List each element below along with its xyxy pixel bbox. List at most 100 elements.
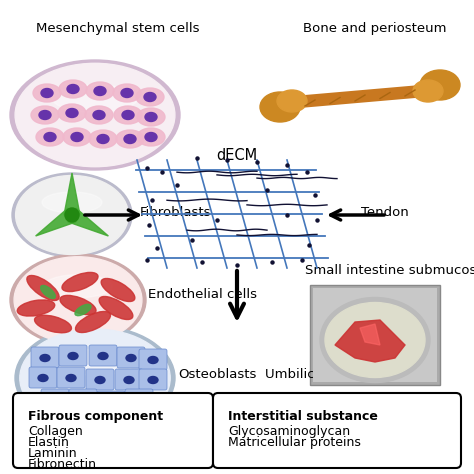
Ellipse shape: [136, 88, 164, 106]
Text: Mesenchymal stem cells: Mesenchymal stem cells: [36, 22, 200, 35]
FancyBboxPatch shape: [213, 393, 461, 468]
FancyBboxPatch shape: [29, 367, 57, 388]
Text: Matricellular proteins: Matricellular proteins: [228, 436, 361, 449]
Text: Elastin: Elastin: [28, 436, 70, 449]
Ellipse shape: [89, 130, 117, 148]
Text: Glycosaminoglycan: Glycosaminoglycan: [228, 425, 350, 438]
Ellipse shape: [41, 89, 53, 98]
Ellipse shape: [67, 84, 79, 93]
Ellipse shape: [27, 275, 59, 301]
FancyBboxPatch shape: [41, 389, 69, 410]
Ellipse shape: [114, 106, 142, 124]
Ellipse shape: [137, 128, 165, 146]
Text: Fibronectin: Fibronectin: [28, 458, 97, 471]
Ellipse shape: [145, 112, 157, 121]
Ellipse shape: [126, 355, 136, 362]
Text: Fibroblasts: Fibroblasts: [140, 206, 211, 219]
Ellipse shape: [124, 135, 136, 144]
Ellipse shape: [260, 92, 300, 122]
FancyBboxPatch shape: [139, 349, 167, 370]
Ellipse shape: [145, 133, 157, 142]
Ellipse shape: [134, 396, 144, 403]
Ellipse shape: [93, 110, 105, 119]
Polygon shape: [64, 173, 80, 215]
Ellipse shape: [277, 90, 307, 112]
Ellipse shape: [15, 326, 175, 430]
Ellipse shape: [101, 279, 135, 301]
FancyBboxPatch shape: [125, 389, 153, 410]
Text: Small intestine submucosa: Small intestine submucosa: [305, 264, 474, 276]
FancyBboxPatch shape: [59, 345, 87, 366]
Text: Endothelial cells: Endothelial cells: [148, 289, 257, 301]
Ellipse shape: [39, 110, 51, 119]
Ellipse shape: [121, 89, 133, 98]
Ellipse shape: [40, 355, 50, 362]
Ellipse shape: [63, 128, 91, 146]
FancyBboxPatch shape: [57, 367, 85, 388]
Bar: [310, 285, 440, 385]
Text: Tendon: Tendon: [361, 206, 409, 219]
Text: dECM: dECM: [217, 147, 257, 163]
Ellipse shape: [10, 254, 146, 346]
Ellipse shape: [148, 356, 158, 364]
Ellipse shape: [95, 376, 105, 383]
Ellipse shape: [71, 133, 83, 142]
Ellipse shape: [42, 192, 102, 213]
Ellipse shape: [58, 104, 86, 122]
FancyBboxPatch shape: [86, 369, 114, 390]
Ellipse shape: [113, 84, 141, 102]
Polygon shape: [360, 324, 380, 345]
Ellipse shape: [15, 64, 175, 167]
Text: Bone and periosteum: Bone and periosteum: [303, 22, 447, 35]
Ellipse shape: [31, 106, 59, 124]
Ellipse shape: [86, 82, 114, 100]
Text: Interstitial substance: Interstitial substance: [228, 410, 378, 423]
FancyBboxPatch shape: [117, 347, 145, 368]
Ellipse shape: [38, 374, 48, 382]
Ellipse shape: [75, 304, 91, 316]
FancyBboxPatch shape: [13, 393, 213, 468]
FancyBboxPatch shape: [115, 369, 143, 390]
Ellipse shape: [41, 285, 55, 299]
Ellipse shape: [53, 85, 137, 112]
Polygon shape: [68, 208, 109, 236]
Ellipse shape: [144, 92, 156, 101]
Ellipse shape: [50, 396, 60, 403]
Ellipse shape: [66, 109, 78, 118]
Ellipse shape: [122, 110, 134, 119]
Ellipse shape: [124, 376, 134, 383]
Ellipse shape: [148, 376, 158, 383]
FancyBboxPatch shape: [139, 369, 167, 390]
Bar: [313, 288, 437, 382]
Ellipse shape: [420, 70, 460, 100]
FancyBboxPatch shape: [69, 389, 97, 410]
FancyBboxPatch shape: [31, 347, 59, 368]
Ellipse shape: [36, 128, 64, 146]
Polygon shape: [335, 320, 405, 362]
Ellipse shape: [44, 133, 56, 142]
Ellipse shape: [78, 396, 88, 403]
Ellipse shape: [16, 175, 128, 255]
Ellipse shape: [65, 208, 79, 222]
Text: Fibrous component: Fibrous component: [28, 410, 163, 423]
Ellipse shape: [99, 297, 133, 319]
Ellipse shape: [14, 257, 142, 343]
Ellipse shape: [413, 80, 443, 102]
FancyBboxPatch shape: [97, 391, 125, 412]
Ellipse shape: [55, 349, 135, 375]
Ellipse shape: [20, 329, 170, 427]
Text: Umbilical cord: Umbilical cord: [265, 368, 360, 382]
Polygon shape: [36, 208, 76, 236]
Ellipse shape: [60, 295, 96, 315]
Text: Collagen: Collagen: [28, 425, 83, 438]
Text: Osteoblasts: Osteoblasts: [178, 368, 256, 382]
Ellipse shape: [66, 374, 76, 382]
Ellipse shape: [94, 86, 106, 95]
Ellipse shape: [62, 273, 98, 292]
Ellipse shape: [10, 60, 180, 170]
Ellipse shape: [97, 135, 109, 144]
Text: Laminin: Laminin: [28, 447, 78, 460]
Ellipse shape: [35, 315, 72, 333]
Ellipse shape: [85, 106, 113, 124]
Ellipse shape: [325, 302, 425, 377]
